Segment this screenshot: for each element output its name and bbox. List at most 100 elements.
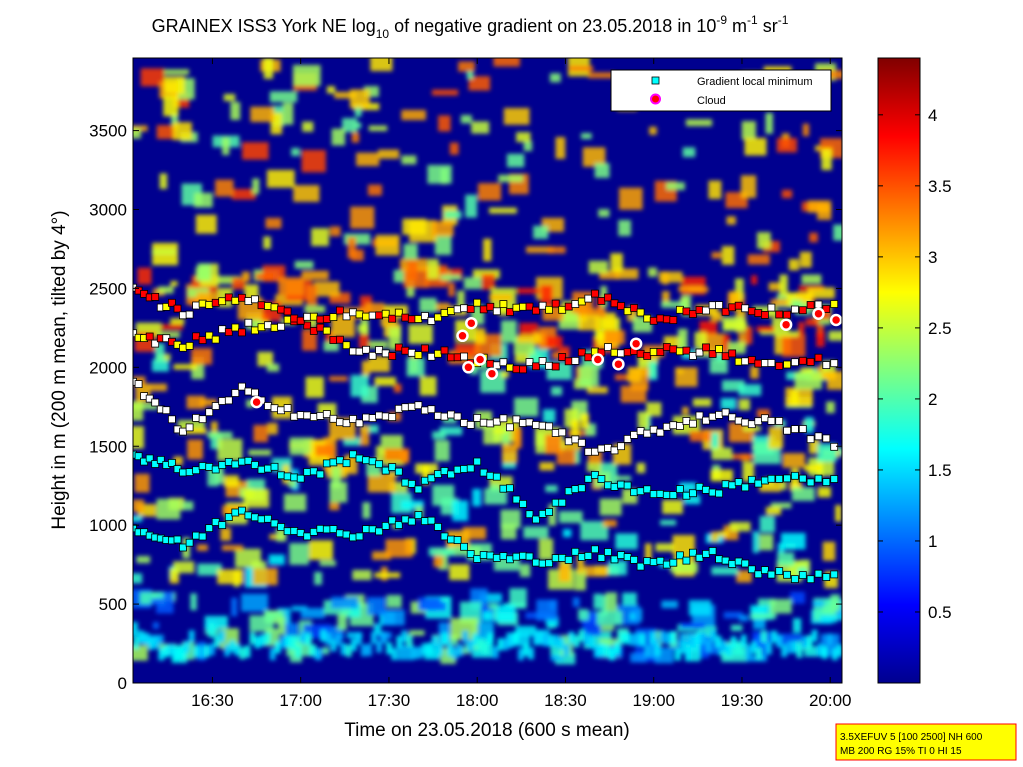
gradient-minimum-marker xyxy=(741,418,750,427)
heatmap-cell xyxy=(725,644,732,657)
heatmap-cell xyxy=(360,644,367,657)
gradient-minimum-marker xyxy=(322,525,331,534)
gradient-minimum-marker xyxy=(329,458,338,467)
colorbar-tick-label: 4 xyxy=(928,106,937,125)
heatmap-cell xyxy=(214,467,224,485)
heatmap-cell xyxy=(326,86,336,94)
gradient-minimum-marker xyxy=(649,558,658,566)
gradient-minimum-marker xyxy=(721,307,730,316)
x-tick-label: 20:00 xyxy=(809,691,852,710)
heatmap-cell xyxy=(585,423,596,436)
heatmap-cell xyxy=(622,592,637,606)
heatmap-cell xyxy=(588,636,595,649)
heatmap-cell xyxy=(354,103,362,117)
heatmap-cell xyxy=(768,426,784,449)
heatmap-cell xyxy=(278,277,305,296)
gradient-minimum-marker xyxy=(453,353,462,362)
gradient-minimum-marker xyxy=(623,553,632,561)
gradient-minimum-marker xyxy=(151,339,160,348)
gradient-minimum-marker xyxy=(822,434,831,443)
gradient-minimum-marker xyxy=(335,418,344,427)
heatmap-cell xyxy=(151,598,164,605)
heatmap-cell xyxy=(489,294,512,301)
heatmap-cell xyxy=(800,559,811,573)
gradient-minimum-marker xyxy=(244,511,253,520)
gradient-minimum-marker xyxy=(277,523,286,531)
heatmap-cell xyxy=(546,336,563,348)
gradient-minimum-marker xyxy=(316,323,325,332)
gradient-minimum-marker xyxy=(584,447,593,456)
heatmap-cell xyxy=(331,128,346,146)
heatmap-cell xyxy=(827,371,842,390)
heatmap-cell xyxy=(636,462,646,474)
heatmap-cell xyxy=(711,447,733,460)
gradient-minimum-marker xyxy=(237,382,246,391)
gradient-minimum-marker xyxy=(303,468,312,476)
gradient-minimum-marker xyxy=(329,525,338,533)
heatmap-cell xyxy=(402,218,427,235)
gradient-minimum-marker xyxy=(512,303,521,312)
gradient-minimum-marker xyxy=(407,315,416,324)
x-tick-label: 19:00 xyxy=(632,691,675,710)
gradient-minimum-marker xyxy=(218,521,227,529)
heatmap-cell xyxy=(449,142,459,155)
heatmap-cell xyxy=(680,623,705,629)
gradient-minimum-marker xyxy=(499,300,508,309)
gradient-minimum-marker xyxy=(290,473,299,482)
heatmap-cell xyxy=(782,334,806,357)
gradient-minimum-marker xyxy=(545,361,553,370)
heatmap-cell xyxy=(428,547,455,556)
gradient-minimum-marker xyxy=(362,413,371,422)
heatmap-cell xyxy=(431,221,454,237)
gradient-minimum-marker xyxy=(427,352,436,361)
heatmap-cell xyxy=(545,616,559,627)
gradient-minimum-marker xyxy=(649,347,658,356)
heatmap-cell xyxy=(649,126,657,135)
heatmap-cell xyxy=(538,538,554,560)
gradient-minimum-marker xyxy=(401,346,410,355)
gradient-minimum-marker xyxy=(211,335,220,344)
heatmap-cell xyxy=(781,645,788,657)
heatmap-cell xyxy=(214,635,220,648)
gradient-minimum-marker xyxy=(185,468,194,477)
gradient-minimum-marker xyxy=(798,474,807,483)
heatmap-cell xyxy=(639,633,646,646)
heatmap-cell xyxy=(836,644,842,657)
heatmap-cell xyxy=(210,433,223,450)
heatmap-cell xyxy=(465,194,477,218)
gradient-minimum-marker xyxy=(669,316,678,325)
heatmap-cell xyxy=(133,499,145,513)
heatmap-cell xyxy=(367,184,382,196)
heatmap-cell xyxy=(153,636,160,649)
heatmap-cell xyxy=(151,249,176,255)
heatmap-cell xyxy=(282,102,294,125)
gradient-minimum-marker xyxy=(734,478,743,487)
gradient-minimum-marker xyxy=(355,532,364,541)
heatmap-cell xyxy=(487,632,494,645)
gradient-minimum-marker xyxy=(532,362,540,371)
heatmap-cell xyxy=(567,430,593,436)
heatmap-cell xyxy=(500,509,521,529)
heatmap-cell xyxy=(246,399,254,408)
y-tick-label: 2500 xyxy=(89,279,127,298)
gradient-minimum-marker xyxy=(362,456,371,465)
gradient-minimum-marker xyxy=(830,359,839,368)
gradient-minimum-marker xyxy=(179,343,187,352)
heatmap-cell xyxy=(289,543,309,565)
heatmap-cell xyxy=(419,376,437,396)
gradient-minimum-marker xyxy=(218,297,227,306)
gradient-minimum-marker xyxy=(381,466,390,475)
gradient-minimum-marker xyxy=(420,344,429,353)
heatmap-cell xyxy=(305,376,324,398)
heatmap-cell xyxy=(432,431,446,440)
gradient-minimum-marker xyxy=(734,416,743,425)
gradient-minimum-marker xyxy=(270,323,279,332)
gradient-minimum-marker xyxy=(322,326,331,335)
colorbar-tick-label: 2.5 xyxy=(928,319,952,338)
cloud-marker xyxy=(829,313,842,327)
heatmap-cell xyxy=(545,434,562,455)
heatmap-cell xyxy=(406,634,413,647)
heatmap-cell xyxy=(627,367,641,382)
heatmap-cell xyxy=(401,500,424,510)
heatmap-cell xyxy=(593,645,600,658)
